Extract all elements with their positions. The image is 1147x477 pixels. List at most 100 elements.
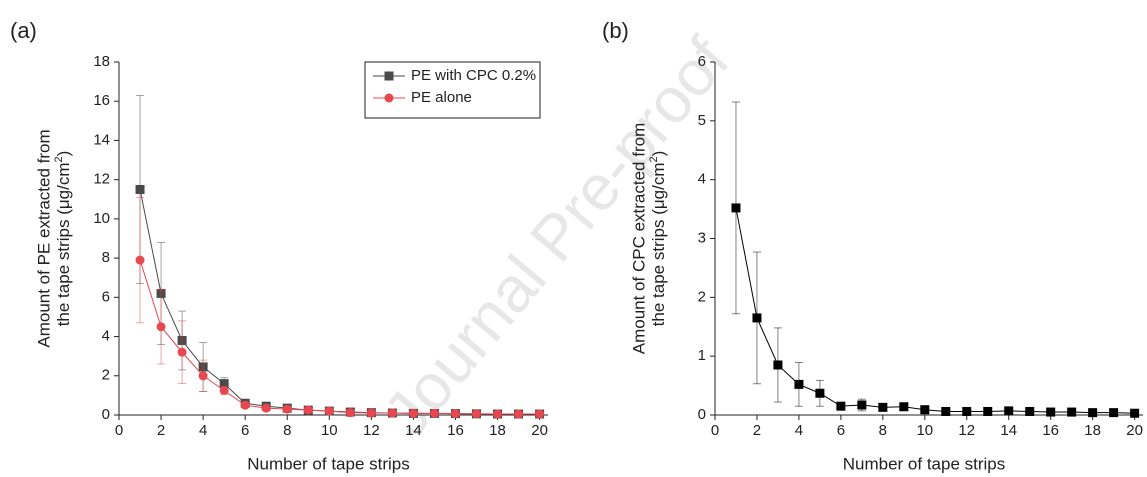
x-tick-label: 4: [199, 422, 207, 439]
legend-marker: [384, 93, 394, 103]
y-axis-title: the tape strips (μg/cm2): [53, 151, 74, 327]
y-tick-label: 0: [698, 406, 706, 423]
y-tick-label: 5: [698, 112, 706, 129]
data-point: [135, 184, 145, 194]
y-axis-title-part: ): [649, 151, 668, 157]
data-point: [450, 409, 460, 419]
data-point: [941, 406, 951, 416]
y-tick-label: 4: [102, 328, 110, 345]
y-axis-title-part: the tape strips (μg/cm: [54, 162, 73, 326]
data-point: [773, 360, 783, 370]
data-point: [219, 379, 229, 389]
y-tick-label: 0: [102, 406, 110, 423]
y-tick-label: 14: [93, 131, 110, 148]
data-point: [324, 406, 334, 416]
y-tick-label: 10: [93, 210, 110, 227]
y-axis-title-sup: 2: [648, 156, 660, 162]
y-axis-title-part: the tape strips (μg/cm: [649, 162, 668, 326]
x-tick-label: 10: [916, 422, 933, 439]
data-point: [240, 400, 250, 410]
data-point: [366, 408, 376, 418]
x-tick-label: 2: [157, 422, 165, 439]
data-point: [1130, 408, 1140, 418]
data-point: [731, 203, 741, 213]
data-point: [815, 388, 825, 398]
x-tick-label: 18: [1084, 422, 1101, 439]
legend-box: [364, 61, 541, 119]
y-tick-label: 3: [698, 229, 706, 246]
data-point: [1088, 408, 1098, 418]
data-point: [1046, 407, 1056, 417]
legend-label: PE with CPC 0.2%: [411, 67, 536, 84]
panel-label: (b): [602, 18, 629, 43]
data-point: [387, 408, 397, 418]
y-tick-label: 6: [698, 53, 706, 70]
panel-label: (a): [10, 18, 37, 43]
x-tick-label: 18: [489, 422, 506, 439]
data-point: [345, 408, 355, 418]
x-tick-label: 6: [241, 422, 249, 439]
y-tick-label: 8: [102, 249, 110, 266]
data-point: [535, 409, 545, 419]
x-tick-label: 0: [711, 422, 719, 439]
y-tick-label: 12: [93, 171, 110, 188]
legend-label: PE alone: [411, 89, 472, 106]
data-point: [920, 405, 930, 415]
y-tick-label: 18: [93, 53, 110, 70]
data-point: [198, 371, 208, 381]
legend-marker: [384, 71, 394, 81]
data-point: [1109, 408, 1119, 418]
y-axis-title: Amount of PE extracted from: [34, 129, 53, 347]
x-axis-title: Number of tape strips: [247, 454, 410, 473]
data-point: [514, 409, 524, 419]
x-tick-label: 8: [879, 422, 887, 439]
data-point: [303, 405, 313, 415]
x-tick-label: 6: [837, 422, 845, 439]
x-tick-label: 16: [447, 422, 464, 439]
data-point: [219, 385, 229, 395]
data-point: [177, 347, 187, 357]
data-point: [836, 401, 846, 411]
y-tick-label: 16: [93, 92, 110, 109]
x-tick-label: 12: [363, 422, 380, 439]
x-tick-label: 2: [753, 422, 761, 439]
x-tick-label: 20: [531, 422, 548, 439]
x-tick-label: 16: [1042, 422, 1059, 439]
y-tick-label: 2: [102, 367, 110, 384]
data-point: [983, 406, 993, 416]
data-point: [1004, 406, 1014, 416]
data-point: [857, 400, 867, 410]
data-point: [899, 402, 909, 412]
data-point: [135, 255, 145, 265]
x-tick-label: 20: [1126, 422, 1143, 439]
y-tick-label: 4: [698, 171, 706, 188]
x-tick-label: 14: [405, 422, 422, 439]
x-tick-label: 0: [115, 422, 123, 439]
y-tick-label: 6: [102, 288, 110, 305]
x-tick-label: 12: [958, 422, 975, 439]
data-point: [282, 404, 292, 414]
y-axis-title: the tape strips (μg/cm2): [648, 151, 669, 327]
y-tick-label: 2: [698, 288, 706, 305]
x-tick-label: 10: [321, 422, 338, 439]
data-point: [493, 409, 503, 419]
x-axis-title: Number of tape strips: [843, 454, 1006, 473]
data-point: [962, 406, 972, 416]
x-tick-label: 8: [283, 422, 291, 439]
data-point: [408, 408, 418, 418]
data-point: [261, 403, 271, 413]
data-point: [794, 379, 804, 389]
y-tick-label: 1: [698, 347, 706, 364]
x-tick-label: 4: [795, 422, 803, 439]
x-tick-label: 14: [1000, 422, 1017, 439]
data-point: [752, 313, 762, 323]
data-point: [429, 408, 439, 418]
y-axis-title-part: ): [54, 151, 73, 157]
data-point: [472, 409, 481, 419]
y-axis-title: Amount of CPC extracted from: [629, 123, 648, 354]
data-point: [878, 402, 888, 412]
data-point: [1067, 407, 1077, 417]
data-point: [1025, 406, 1035, 416]
y-axis-title-sup: 2: [53, 156, 65, 162]
